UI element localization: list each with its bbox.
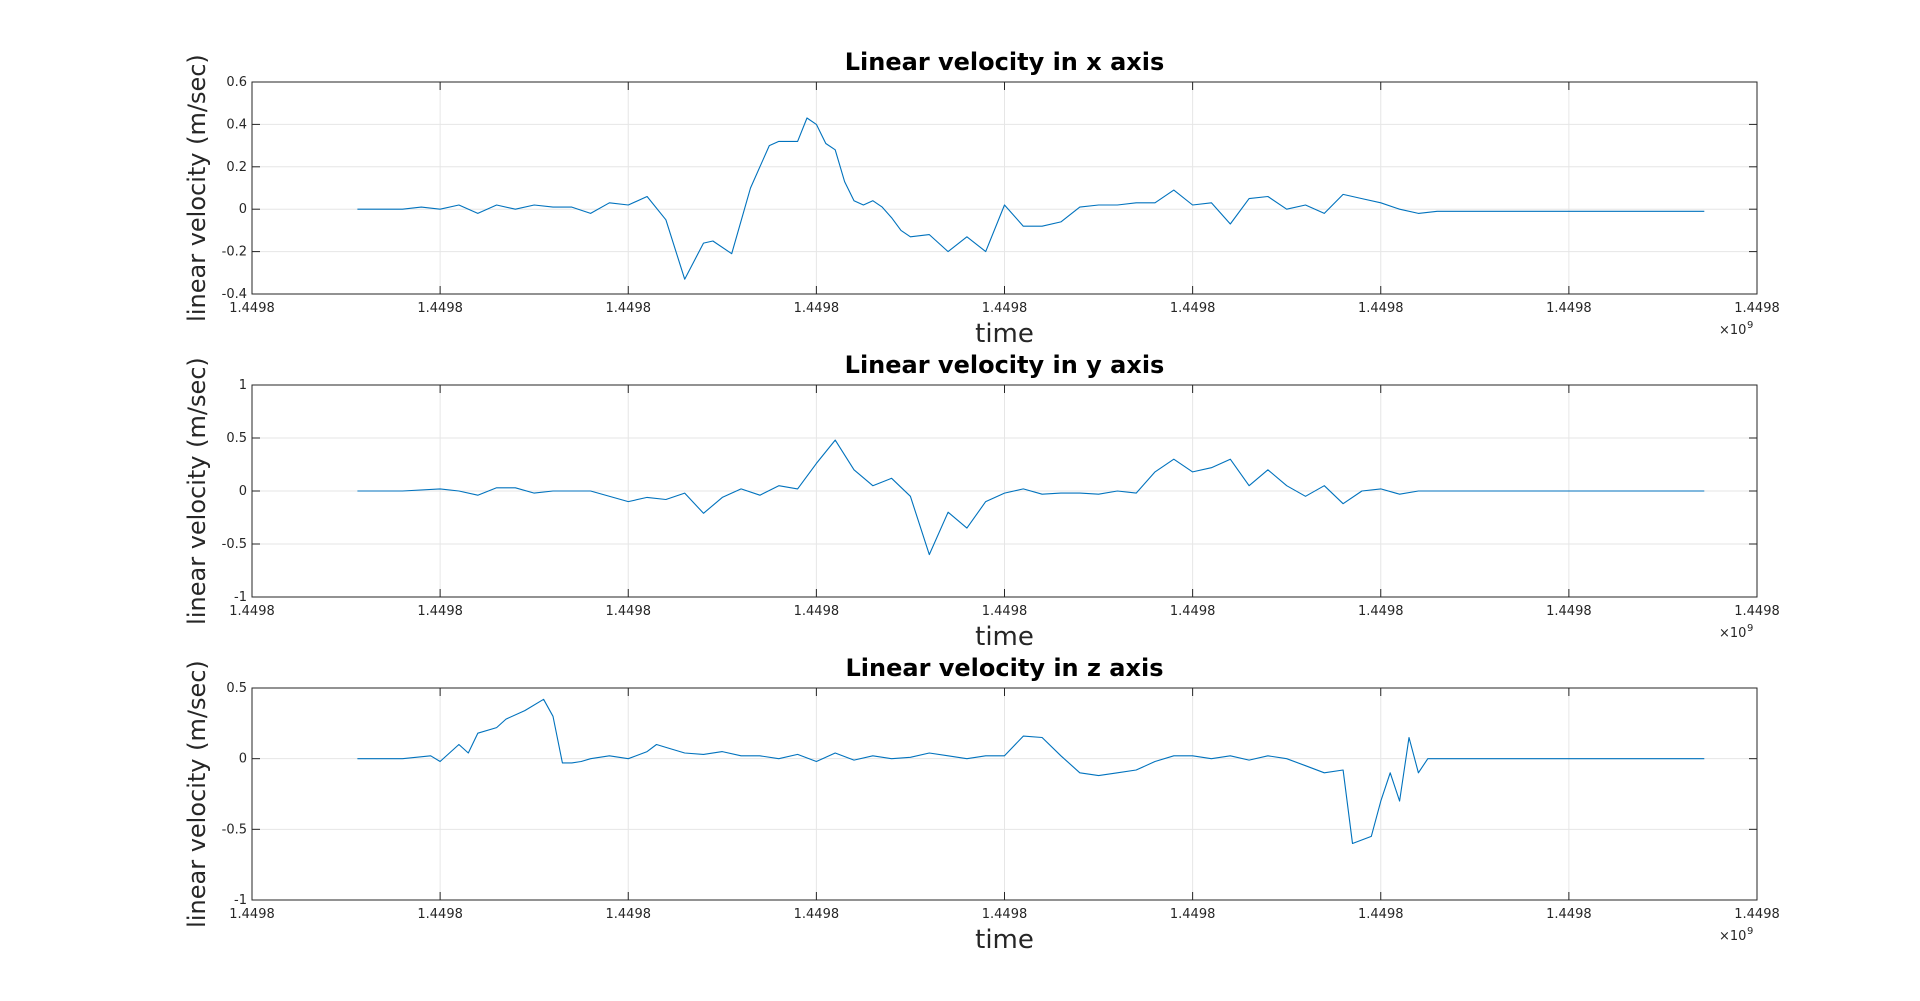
x-tick-label: 1.4498: [606, 301, 652, 316]
x-exponent-base-y: ×10: [1719, 626, 1746, 641]
chart-panel-z: Linear velocity in z axis linear velocit…: [183, 654, 1780, 955]
y-tick-label: 0: [239, 752, 247, 767]
x-tick-label: 1.4498: [1546, 907, 1592, 922]
chart-title-y: Linear velocity in y axis: [845, 351, 1165, 379]
series-line-y: [357, 439, 1705, 556]
x-tick-label: 1.4498: [417, 604, 463, 619]
chart-panel-x: Linear velocity in x axis linear velocit…: [183, 48, 1780, 349]
x-exponent-x: ×10 9: [1719, 320, 1753, 338]
x-exponent-power-y: 9: [1747, 623, 1753, 634]
x-tick-label: 1.4498: [982, 604, 1028, 619]
y-tick-label: -1: [234, 893, 247, 908]
y-tick-label: -0.4: [222, 287, 247, 302]
y-tick-label: 0: [239, 202, 247, 217]
x-tick-label: 1.4498: [1358, 301, 1404, 316]
chart-title-z: Linear velocity in z axis: [845, 654, 1163, 682]
x-tick-label: 1.4498: [1358, 907, 1404, 922]
grid-z: [252, 688, 1757, 900]
x-tick-label: 1.4498: [1734, 907, 1780, 922]
x-exponent-power-x: 9: [1747, 320, 1753, 331]
y-tick-label: -0.5: [222, 822, 247, 837]
x-tick-label: 1.4498: [1358, 604, 1404, 619]
x-tick-label: 1.4498: [1170, 301, 1216, 316]
x-exponent-power-z: 9: [1747, 926, 1753, 937]
x-tick-label: 1.4498: [1734, 604, 1780, 619]
x-exponent-z: ×10 9: [1719, 926, 1753, 944]
x-exponent-base-x: ×10: [1719, 323, 1746, 338]
x-exponent-y: ×10 9: [1719, 623, 1753, 641]
x-exponent-base-z: ×10: [1719, 929, 1746, 944]
x-tick-label: 1.4498: [229, 604, 275, 619]
y-tick-label: 1: [239, 378, 247, 393]
x-tick-label: 1.4498: [982, 907, 1028, 922]
x-tick-label: 1.4498: [794, 301, 840, 316]
x-tick-label: 1.4498: [229, 907, 275, 922]
grid-x: [252, 82, 1757, 294]
x-axis-label-x: time: [975, 319, 1034, 349]
x-tick-label: 1.4498: [1170, 604, 1216, 619]
y-tick-label: 0.6: [226, 75, 247, 90]
x-tick-label: 1.4498: [1546, 301, 1592, 316]
y-tick-label: -1: [234, 590, 247, 605]
y-tick-label: 0.5: [226, 681, 247, 696]
y-tick-label: 0: [239, 484, 247, 499]
x-tick-label: 1.4498: [1734, 301, 1780, 316]
y-tick-label: -0.2: [222, 245, 247, 260]
chart-title-x: Linear velocity in x axis: [845, 48, 1165, 76]
x-tick-label: 1.4498: [1170, 907, 1216, 922]
x-tick-label: 1.4498: [229, 301, 275, 316]
x-tick-label: 1.4498: [794, 907, 840, 922]
x-tick-label: 1.4498: [606, 907, 652, 922]
series-line-z: [357, 698, 1705, 845]
chart-panel-y: Linear velocity in y axis linear velocit…: [183, 351, 1780, 652]
x-tick-label: 1.4498: [417, 907, 463, 922]
series-line-x: [357, 117, 1705, 280]
x-axis-label-y: time: [975, 622, 1034, 652]
x-tick-label: 1.4498: [982, 301, 1028, 316]
y-tick-label: -0.5: [222, 537, 247, 552]
x-tick-label: 1.4498: [1546, 604, 1592, 619]
y-tick-label: 0.4: [226, 117, 247, 132]
x-tick-label: 1.4498: [794, 604, 840, 619]
y-axis-label-y: linear velocity (m/sec): [183, 357, 211, 625]
x-tick-label: 1.4498: [606, 604, 652, 619]
x-axis-label-z: time: [975, 925, 1034, 955]
x-tick-label: 1.4498: [417, 301, 463, 316]
y-tick-label: 0.2: [226, 160, 247, 175]
y-tick-label: 0.5: [226, 431, 247, 446]
y-axis-label-x: linear velocity (m/sec): [183, 54, 211, 322]
y-axis-label-z: linear velocity (m/sec): [183, 660, 211, 928]
